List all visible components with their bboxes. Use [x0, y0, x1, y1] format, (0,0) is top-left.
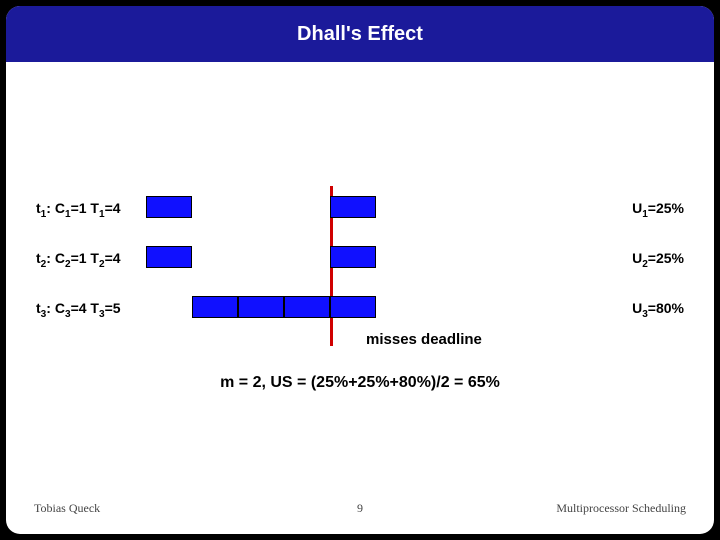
utilization-label: U3=80%: [632, 300, 684, 320]
gantt-chart: t1: C1=1 T1=4 U1=25% t2: C2=1 T2=4 U2=25% t3…: [36, 196, 684, 361]
exec-bar: [330, 296, 376, 318]
utilization-label: U2=25%: [632, 250, 684, 270]
title-bar: Dhall's Effect: [6, 6, 714, 62]
exec-bar: [146, 196, 192, 218]
exec-bar: [330, 246, 376, 268]
miss-deadline-label: misses deadline: [366, 331, 482, 348]
exec-bar: [192, 296, 238, 318]
task-label: t3: C3=4 T3=5: [36, 300, 121, 320]
exec-bar: [146, 246, 192, 268]
task-row: t2: C2=1 T2=4 U2=25%: [36, 246, 684, 276]
task-row: t1: C1=1 T1=4 U1=25%: [36, 196, 684, 226]
task-label: t1: C1=1 T1=4: [36, 200, 121, 220]
slide-title: Dhall's Effect: [297, 23, 423, 46]
utilization-label: U1=25%: [632, 200, 684, 220]
task-label: t2: C2=1 T2=4: [36, 250, 121, 270]
task-row: t3: C3=4 T3=5 U3=80%: [36, 296, 684, 326]
exec-bar: [284, 296, 330, 318]
exec-bar: [330, 196, 376, 218]
utilization-formula: m = 2, US = (25%+25%+80%)/2 = 65%: [36, 374, 684, 392]
slide: Dhall's Effect t1: C1=1 T1=4 U1=25% t2: C2…: [6, 6, 714, 534]
exec-bar: [238, 296, 284, 318]
footer-topic: Multiprocessor Scheduling: [556, 501, 686, 516]
